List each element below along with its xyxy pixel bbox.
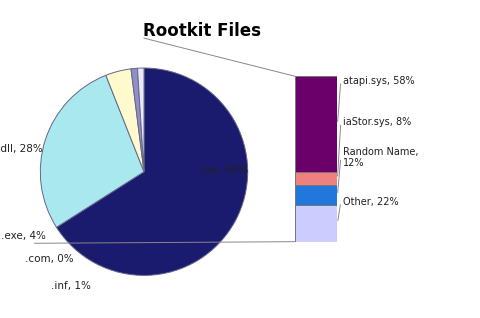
Text: Other, 22%: Other, 22% <box>343 197 399 207</box>
Bar <box>295 172 337 185</box>
Wedge shape <box>57 68 248 275</box>
Bar <box>295 76 337 172</box>
Text: Random Name,
12%: Random Name, 12% <box>343 147 419 168</box>
Text: .com, 0%: .com, 0% <box>25 254 73 264</box>
Wedge shape <box>40 75 144 227</box>
Bar <box>295 205 337 242</box>
Text: atapi.sys, 58%: atapi.sys, 58% <box>343 76 415 86</box>
Wedge shape <box>131 68 144 172</box>
Text: .dll, 28%: .dll, 28% <box>0 144 43 154</box>
Text: .sys, 66%: .sys, 66% <box>198 165 248 175</box>
Wedge shape <box>137 68 144 172</box>
Text: .inf, 1%: .inf, 1% <box>51 281 91 291</box>
Wedge shape <box>106 69 144 172</box>
Text: iaStor.sys, 8%: iaStor.sys, 8% <box>343 117 411 128</box>
Text: Rootkit Files: Rootkit Files <box>143 22 261 40</box>
Bar <box>295 185 337 205</box>
Text: .exe, 4%: .exe, 4% <box>1 231 46 241</box>
